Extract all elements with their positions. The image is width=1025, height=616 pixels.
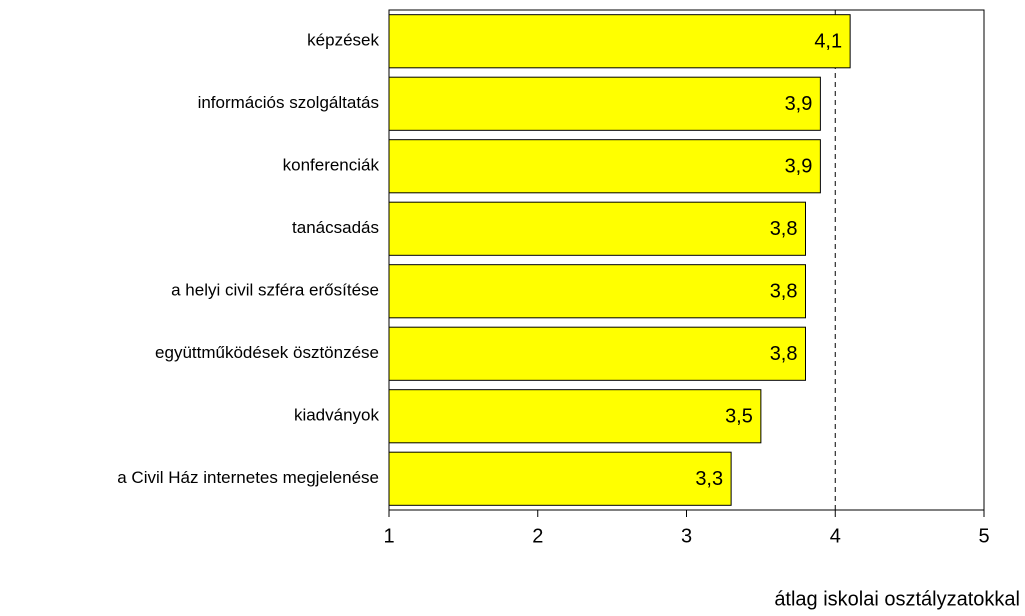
bar	[388, 76, 821, 131]
bar	[388, 201, 806, 256]
value-label: 3,8	[770, 281, 798, 303]
y-tick-label: konferenciák	[283, 156, 380, 175]
value-label: 4,1	[814, 31, 842, 53]
x-tick-label: 1	[383, 525, 394, 547]
value-label: 3,9	[785, 93, 813, 115]
y-tick-label: tanácsadás	[292, 218, 379, 237]
y-tick-label: képzések	[307, 31, 379, 50]
bar	[388, 326, 806, 381]
bar	[388, 264, 806, 319]
y-tick-label: együttműködések ösztönzése	[155, 343, 379, 362]
value-label: 3,8	[770, 343, 798, 365]
value-label: 3,9	[785, 156, 813, 178]
y-tick-label: kiadványok	[294, 406, 380, 425]
y-tick-label: a helyi civil szféra erősítése	[171, 281, 379, 300]
value-label: 3,3	[695, 468, 723, 490]
value-label: 3,8	[770, 218, 798, 240]
y-tick-label: információs szolgáltatás	[198, 93, 379, 112]
x-tick-label: 3	[681, 525, 692, 547]
bar	[388, 389, 762, 444]
bar	[388, 139, 821, 194]
bar	[388, 451, 732, 506]
y-tick-label: a Civil Ház internetes megjelenése	[117, 468, 379, 487]
value-label: 3,5	[725, 406, 753, 428]
bar	[388, 14, 851, 69]
x-tick-label: 4	[830, 525, 841, 547]
x-tick-label: 2	[532, 525, 543, 547]
x-axis-label: átlag iskolai osztályzatokkal	[774, 588, 1020, 610]
x-tick-label: 5	[978, 525, 989, 547]
